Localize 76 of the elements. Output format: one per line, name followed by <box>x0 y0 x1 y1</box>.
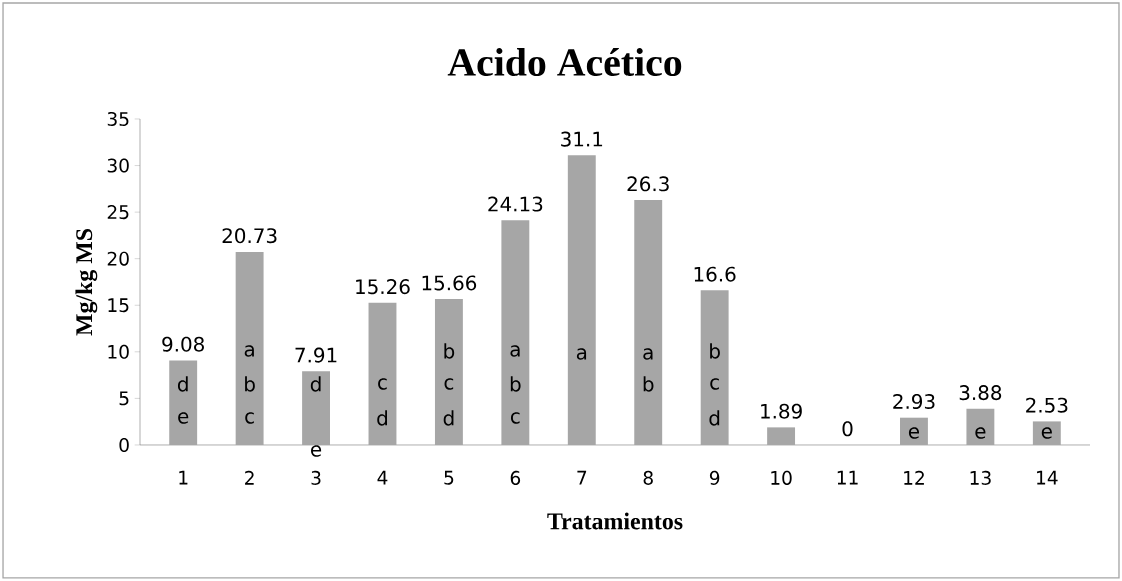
y-axis-title: Mg/kg MS <box>75 228 98 336</box>
data-label: 15.26 <box>356 279 410 295</box>
annotation: d <box>177 376 188 392</box>
x-tick-label: 6 <box>510 470 521 485</box>
annotation: b <box>643 376 654 392</box>
y-tick-label: 30 <box>107 158 129 173</box>
bar <box>900 417 928 445</box>
annotation: e <box>178 412 189 424</box>
x-tick-label: 4 <box>377 470 388 485</box>
data-label: 3.88 <box>959 385 1002 401</box>
bar <box>169 360 198 445</box>
data-label: 2.93 <box>893 393 935 410</box>
annotation: a <box>510 345 520 357</box>
y-tick-label: 35 <box>107 111 129 127</box>
bar <box>700 290 729 445</box>
bar <box>567 155 596 445</box>
bar <box>966 408 995 445</box>
annotation: b <box>245 376 255 392</box>
x-tick-label: 10 <box>771 470 792 485</box>
x-axis-title: Tratamientos <box>547 512 683 530</box>
y-tick-label: 20 <box>107 251 129 266</box>
annotation: a <box>576 348 587 360</box>
x-tick-label: 14 <box>1037 470 1058 485</box>
annotation: a <box>244 345 254 357</box>
x-tick-label: 8 <box>643 470 653 485</box>
data-label: 9.08 <box>162 336 204 352</box>
bar <box>501 220 530 445</box>
annotation: c <box>245 412 254 424</box>
x-tick-label: 2 <box>245 470 254 485</box>
annotation: d <box>443 410 454 426</box>
data-label: 16.6 <box>694 266 736 282</box>
annotation: c <box>444 378 454 390</box>
data-label: 2.53 <box>1026 397 1068 413</box>
data-label: 20.73 <box>222 228 277 244</box>
y-tick-label: 15 <box>108 298 129 313</box>
data-label: 15.66 <box>422 275 477 291</box>
data-label: 31.1 <box>561 131 603 147</box>
annotation: d <box>709 410 720 426</box>
data-label: 7.91 <box>295 347 337 363</box>
x-tick-label: 13 <box>970 470 991 485</box>
annotation: e <box>1041 427 1052 439</box>
annotation: d <box>310 376 321 392</box>
x-tick-label: 9 <box>709 470 720 485</box>
bar <box>434 299 463 445</box>
annotation: c <box>378 378 387 390</box>
annotation: b <box>510 376 521 392</box>
bar <box>767 427 796 445</box>
bar <box>235 251 264 445</box>
x-tick-label: 1 <box>179 470 188 485</box>
annotation: e <box>975 427 986 439</box>
x-tick-label: 12 <box>904 470 924 485</box>
y-tick-label: 25 <box>107 205 129 220</box>
y-tick-label: 0 <box>119 437 129 453</box>
text: e <box>311 445 322 457</box>
bar <box>1032 421 1061 445</box>
x-tick-label: 11 <box>837 470 858 485</box>
y-tick-label: 5 <box>119 391 129 406</box>
y-tick-label: 10 <box>108 344 129 359</box>
x-tick-label: 3 <box>311 470 321 485</box>
bar <box>302 371 330 445</box>
data-label: 0 <box>842 421 853 437</box>
annotation: b <box>710 343 720 359</box>
bar <box>368 302 397 445</box>
data-label: 26.3 <box>627 176 669 192</box>
x-tick-label: 7 <box>577 470 587 485</box>
data-label: 24.13 <box>488 196 543 212</box>
chart-title: Acido Acético <box>447 47 682 77</box>
annotation: e <box>908 427 919 439</box>
annotation: c <box>710 378 719 390</box>
data-label: 1.89 <box>761 403 802 419</box>
annotation: a <box>643 348 653 360</box>
bar <box>634 200 663 445</box>
annotation: d <box>377 410 387 426</box>
annotation: c <box>510 412 520 424</box>
annotation: b <box>444 343 455 359</box>
x-tick-label: 5 <box>444 470 454 485</box>
